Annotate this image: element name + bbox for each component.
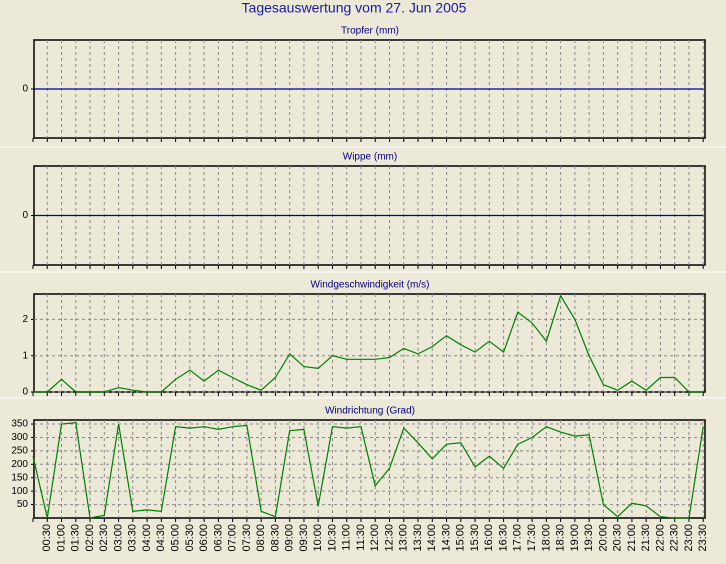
x-tick-label: 14:00	[426, 524, 438, 552]
x-tick-label: 23:00	[683, 524, 695, 552]
y-tick-label: 0	[22, 84, 28, 95]
x-tick-label: 11:00	[341, 524, 353, 551]
x-tick-label: 06:00	[198, 524, 210, 552]
x-tick-label: 19:00	[569, 524, 581, 552]
y-tick-label: 50	[17, 499, 29, 510]
x-tick-label: 03:30	[127, 524, 139, 552]
x-tick-label: 07:30	[241, 524, 253, 552]
x-tick-label: 18:30	[555, 524, 567, 552]
x-tick-label: 10:00	[312, 524, 324, 552]
x-tick-label: 21:00	[626, 524, 638, 552]
x-tick-label: 00:30	[41, 524, 53, 552]
x-tick-label: 15:00	[455, 524, 467, 552]
x-tick-label: 18:00	[540, 524, 552, 552]
y-tick-label: 0	[22, 210, 28, 221]
x-tick-label: 22:30	[669, 524, 681, 552]
x-tick-label: 01:00	[55, 524, 67, 552]
y-tick-label: 300	[11, 432, 28, 443]
x-tick-label: 16:30	[497, 524, 509, 552]
x-tick-label: 08:00	[255, 524, 267, 552]
data-line	[32, 422, 704, 519]
panel-title: Windrichtung (Grad)	[325, 406, 415, 417]
x-tick-label: 02:30	[98, 524, 110, 552]
x-tick-label: 19:30	[583, 524, 595, 552]
y-tick-label: 2	[22, 314, 28, 325]
x-tick-label: 04:00	[141, 524, 153, 552]
x-tick-label: 10:30	[326, 524, 338, 552]
plot-area	[33, 419, 706, 519]
x-tick-label: 07:00	[227, 524, 239, 552]
panel-title: Tropfer (mm)	[341, 26, 399, 37]
x-tick-label: 08:30	[269, 524, 281, 552]
y-tick-label: 200	[11, 459, 28, 470]
x-tick-label: 05:00	[170, 524, 182, 552]
x-tick-label: 17:00	[512, 524, 524, 552]
x-tick-label: 20:00	[597, 524, 609, 552]
x-tick-label: 16:00	[483, 524, 495, 552]
x-tick-label: 05:30	[184, 524, 196, 552]
x-tick-label: 17:30	[526, 524, 538, 552]
x-tick-label: 22:00	[654, 524, 666, 552]
x-tick-label: 09:30	[298, 524, 310, 552]
x-tick-label: 13:00	[398, 524, 410, 552]
x-tick-label: 12:00	[369, 524, 381, 552]
x-tick-label: 01:30	[70, 524, 82, 552]
y-tick-label: 100	[11, 486, 28, 497]
x-tick-label: 14:30	[440, 524, 452, 552]
y-tick-label: 350	[11, 419, 28, 430]
x-tick-label: 20:30	[612, 524, 624, 552]
y-tick-label: 250	[11, 446, 28, 457]
panel-title: Wippe (mm)	[343, 152, 397, 163]
x-tick-label: 21:30	[640, 524, 652, 552]
panel-title: Windgeschwindigkeit (m/s)	[311, 280, 430, 291]
x-tick-label: 11:30	[355, 524, 367, 551]
x-tick-label: 04:30	[155, 524, 167, 552]
x-tick-label: 09:00	[284, 524, 296, 552]
x-tick-label: 23:30	[697, 524, 709, 552]
x-tick-label: 15:30	[469, 524, 481, 552]
y-tick-label: 1	[22, 350, 28, 361]
y-tick-label: 150	[11, 472, 28, 483]
x-tick-label: 06:30	[212, 524, 224, 552]
x-tick-label: 02:00	[84, 524, 96, 552]
y-tick-label: 0	[22, 387, 28, 398]
page-title: Tagesauswertung vom 27. Jun 2005	[242, 0, 467, 16]
x-tick-label: 13:30	[412, 524, 424, 552]
plot-area	[33, 293, 706, 393]
x-tick-label: 03:00	[112, 524, 124, 552]
x-tick-label: 12:30	[383, 524, 395, 552]
data-line	[33, 294, 704, 393]
